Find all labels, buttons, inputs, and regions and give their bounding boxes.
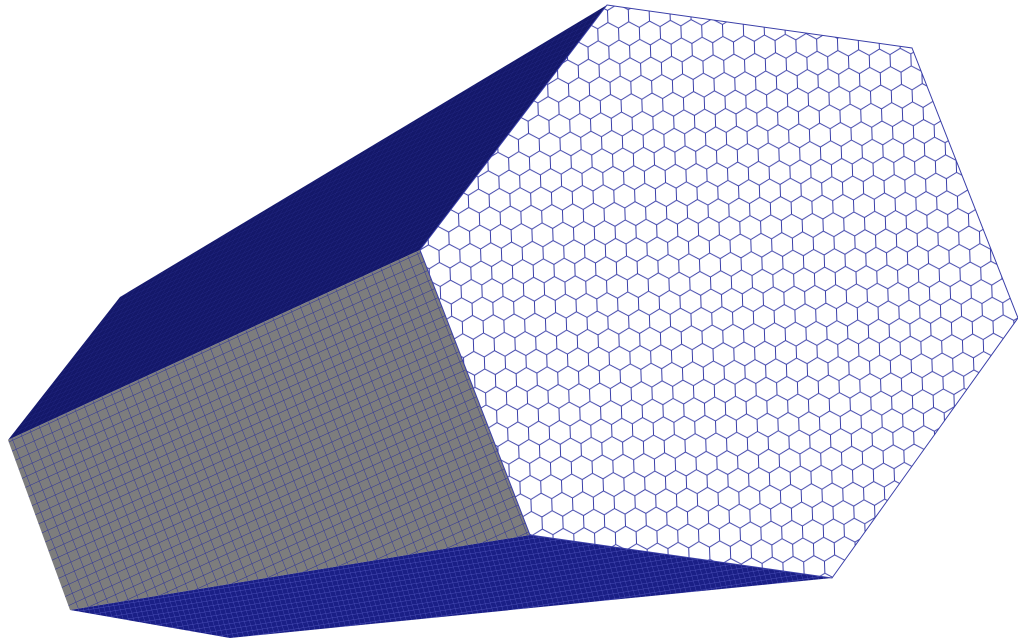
- bottom-face: [70, 535, 832, 638]
- side-face: [8, 250, 530, 610]
- top-face: [8, 5, 607, 440]
- hex-face: [419, 4, 1018, 579]
